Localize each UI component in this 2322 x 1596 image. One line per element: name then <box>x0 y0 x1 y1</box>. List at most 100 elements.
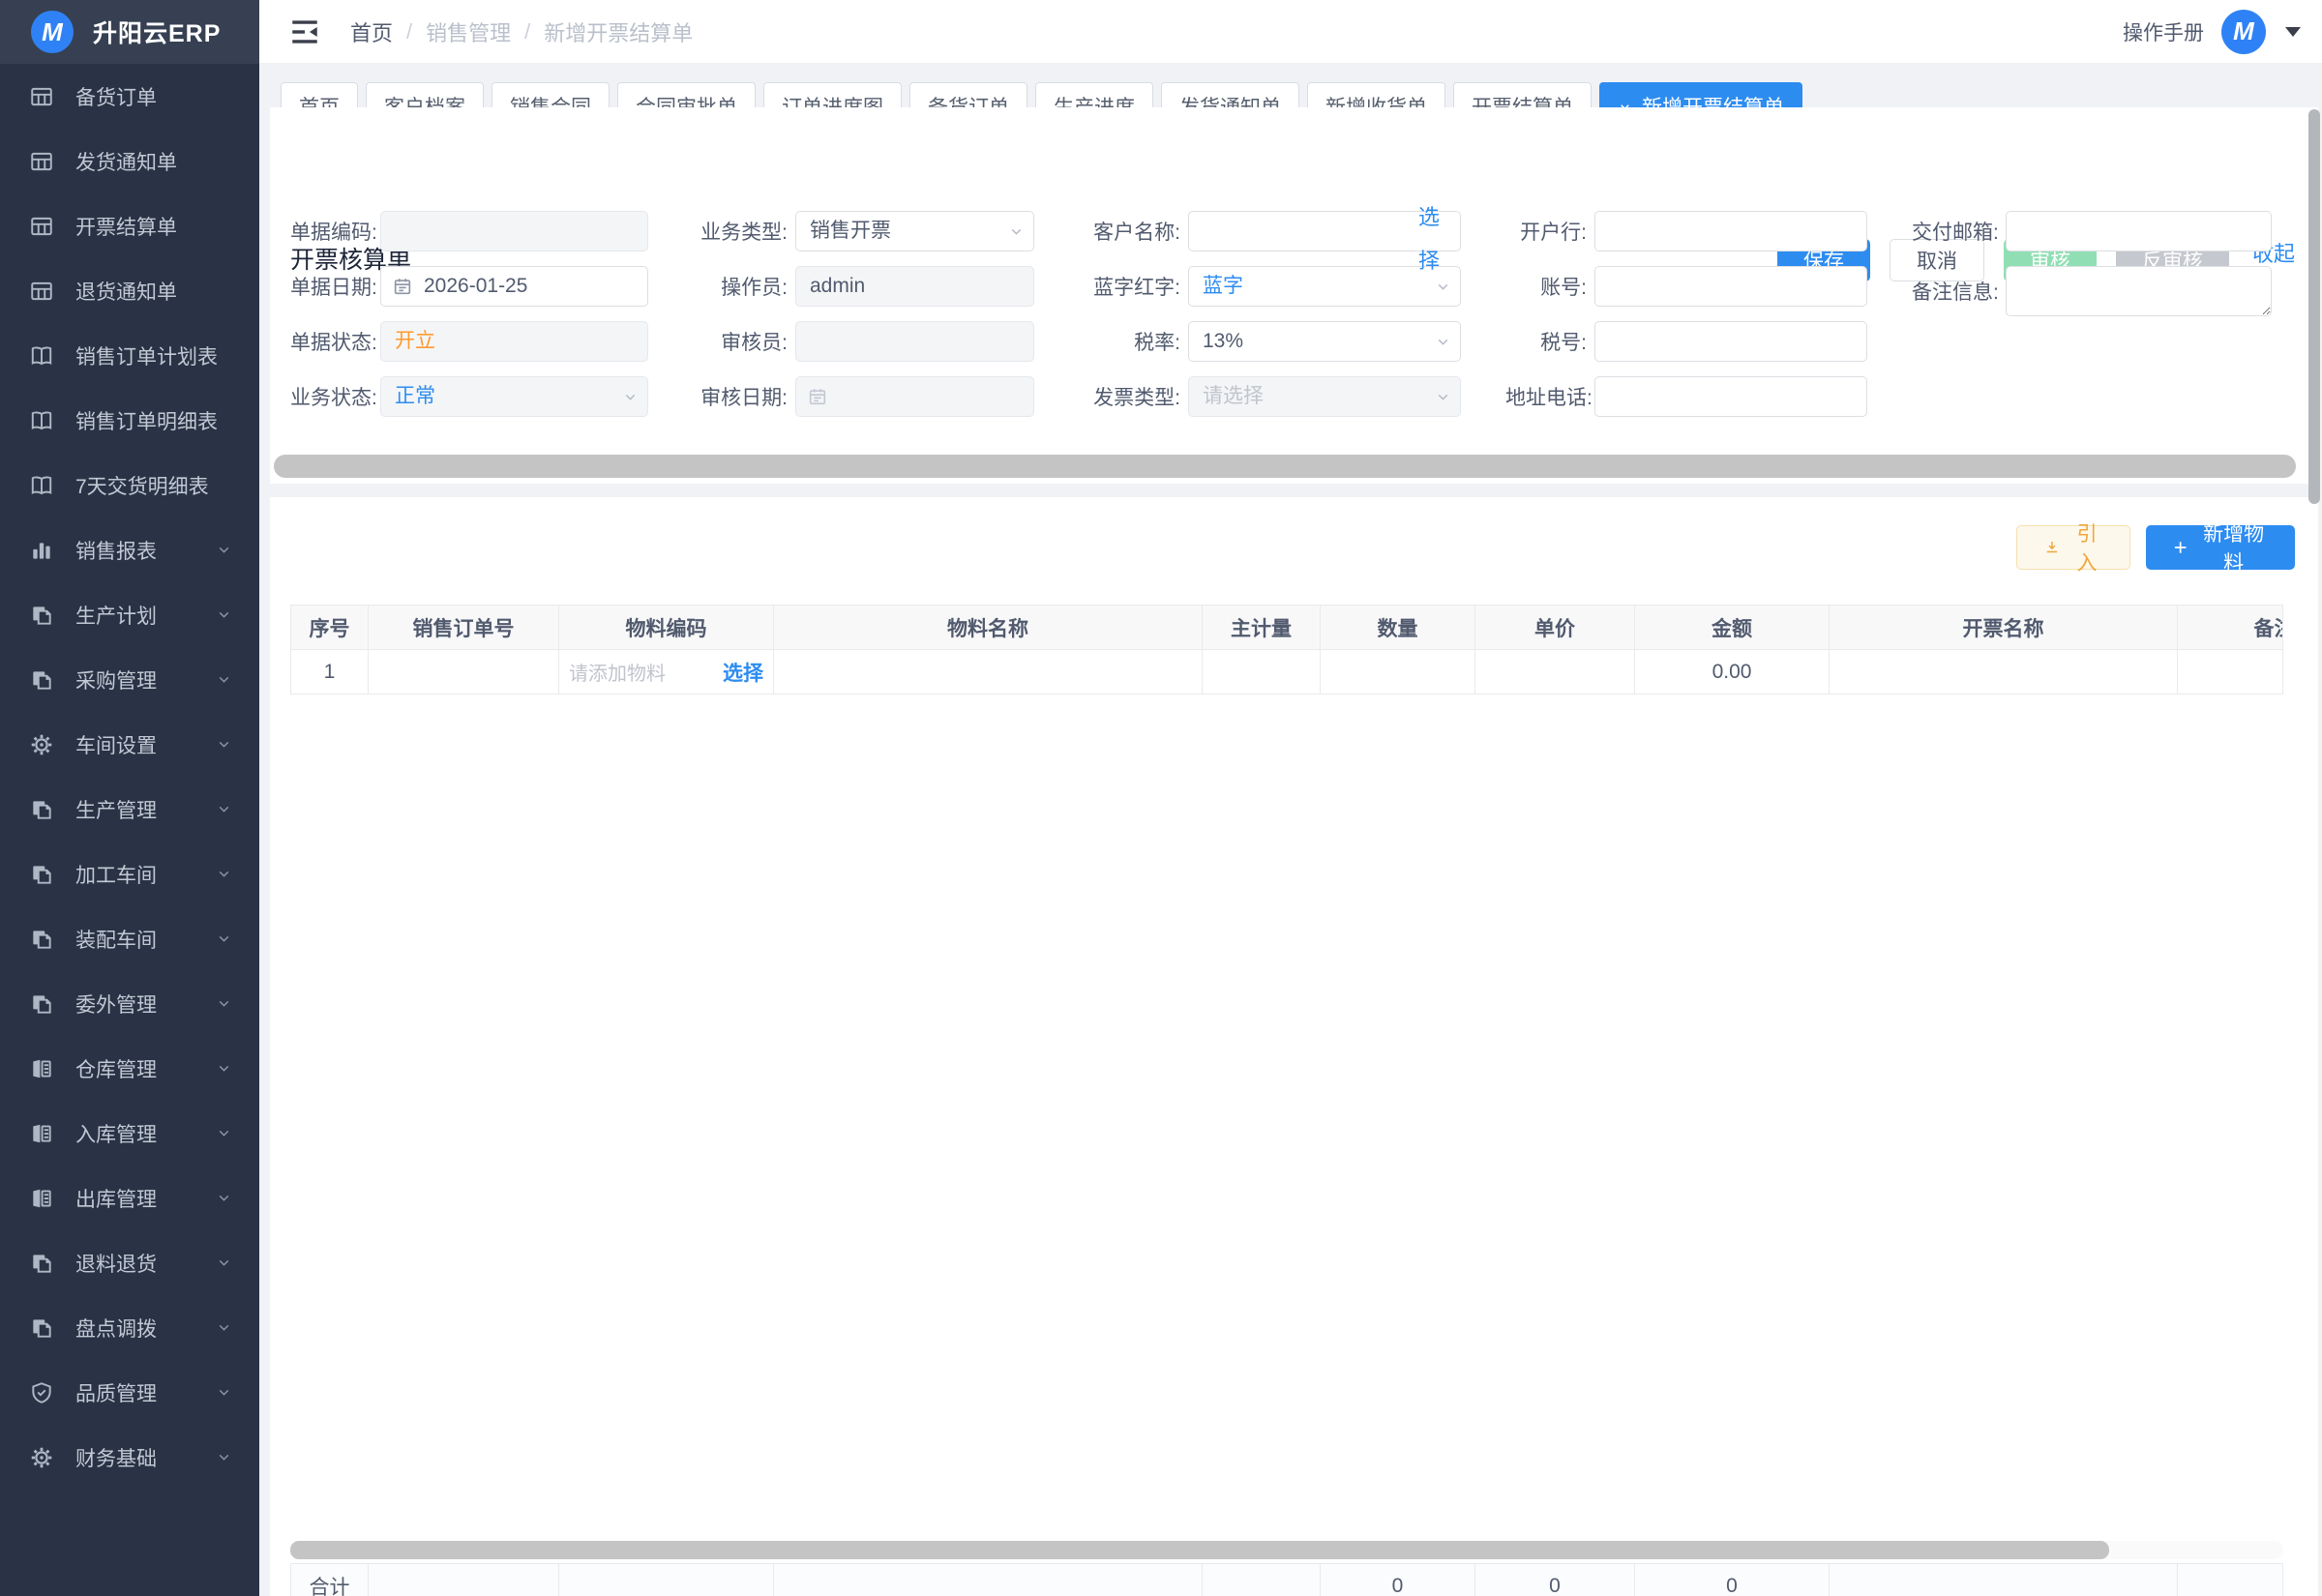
remark-textarea[interactable] <box>2006 266 2272 316</box>
field-biz-status: 业务状态: 正常 <box>290 376 648 417</box>
topbar: 首页 / 销售管理 / 新增开票结算单 操作手册 M <box>259 0 2322 64</box>
sidebar-item-finance-basic[interactable]: 财务基础 <box>0 1425 259 1490</box>
sidebar-item-sales-order-detail[interactable]: 销售订单明细表 <box>0 388 259 453</box>
sidebar-item-purchasing[interactable]: 采购管理 <box>0 647 259 712</box>
field-label: 蓝字红字: <box>1093 277 1180 299</box>
select-char: 选 <box>1417 205 1440 229</box>
warehouse-icon <box>29 1121 54 1146</box>
sidebar-item-sales-report[interactable]: 销售报表 <box>0 517 259 582</box>
auditor-input[interactable] <box>795 321 1034 362</box>
sidebar-item-outbound[interactable]: 出库管理 <box>0 1166 259 1230</box>
addr-phone-input[interactable] <box>1594 376 1867 417</box>
sidebar-item-inventory-transfer[interactable]: 盘点调拨 <box>0 1295 259 1360</box>
sidebar-item-label: 加工车间 <box>75 864 157 887</box>
chevron-down-icon <box>216 1449 232 1465</box>
sidebar-item-7day-delivery[interactable]: 7天交货明细表 <box>0 453 259 517</box>
email-input[interactable] <box>2006 211 2272 251</box>
tab-production-progress[interactable]: 生产进度 <box>1035 82 1153 107</box>
material-select-link[interactable]: 选择 <box>723 662 763 685</box>
add-material-button[interactable]: 新增物料 <box>2146 523 2295 575</box>
page-vertical-scrollbar[interactable] <box>2308 109 2320 504</box>
collapse-menu-icon[interactable] <box>288 15 321 48</box>
sidebar-item-inbound[interactable]: 入库管理 <box>0 1101 259 1166</box>
tab-sales-contract[interactable]: 销售合同 <box>491 82 610 107</box>
copy-icon <box>29 667 54 693</box>
tab-new-receipt[interactable]: 新增收货单 <box>1307 82 1445 107</box>
doc-status-display: 开立 <box>380 321 648 362</box>
app-title: 升阳云ERP <box>93 20 222 47</box>
user-avatar[interactable]: M <box>2221 9 2266 54</box>
sidebar-item-label: 销售报表 <box>75 540 157 563</box>
material-info-card: 物料信息 引入 新增物料 序号 销售订单号 物料编码 物 <box>270 497 2318 1596</box>
field-audit-date: 审核日期: <box>687 376 1034 417</box>
sidebar-item-workshop-settings[interactable]: 车间设置 <box>0 712 259 777</box>
sidebar-item-material-return[interactable]: 退料退货 <box>0 1230 259 1295</box>
cell-material-name <box>773 649 1203 695</box>
import-button[interactable]: 引入 <box>2016 523 2130 575</box>
cell-qty[interactable] <box>1320 649 1475 695</box>
tab-home[interactable]: 首页 <box>281 82 358 107</box>
material-code-placeholder: 请添加物料 <box>569 664 666 685</box>
tab-order-progress[interactable]: 订单进度图 <box>763 82 902 107</box>
sidebar-item-sales-order-plan[interactable]: 销售订单计划表 <box>0 323 259 388</box>
invoice-type-select[interactable]: 请选择 <box>1188 376 1461 417</box>
sidebar-item-label: 7天交货明细表 <box>75 475 209 498</box>
billing-form: 单据编码: 业务类型: 销售开票 客户名称: 选 择 开户行: <box>290 205 2298 431</box>
chevron-down-icon <box>216 1060 232 1077</box>
col-sales-order-no: 销售订单号 <box>368 605 559 650</box>
tab-label: 销售合同 <box>510 83 591 107</box>
biz-type-select[interactable]: 销售开票 <box>795 211 1034 251</box>
sidebar-item-production-mgmt[interactable]: 生产管理 <box>0 777 259 842</box>
bank-input[interactable] <box>1594 211 1867 251</box>
sidebar-item-quality[interactable]: 品质管理 <box>0 1360 259 1425</box>
summary-cell <box>773 1563 1203 1596</box>
summary-cell <box>558 1563 774 1596</box>
manual-link[interactable]: 操作手册 <box>2123 21 2204 44</box>
sidebar-item-invoice-settlement[interactable]: 开票结算单 <box>0 193 259 258</box>
tab-customer-files[interactable]: 客户档案 <box>366 82 484 107</box>
sidebar-item-warehouse[interactable]: 仓库管理 <box>0 1036 259 1101</box>
doc-date-picker[interactable]: 2026-01-25 <box>380 266 648 307</box>
sidebar-item-processing-workshop[interactable]: 加工车间 <box>0 842 259 906</box>
user-menu-caret-icon[interactable] <box>2285 26 2301 37</box>
tab-label: 合同审批单 <box>636 83 737 107</box>
tab-stock-order[interactable]: 备货订单 <box>909 82 1027 107</box>
cancel-button[interactable]: 取消 <box>1889 239 1984 281</box>
app-logo-row: M 升阳云ERP <box>0 0 259 64</box>
sidebar-item-outsourcing[interactable]: 委外管理 <box>0 971 259 1036</box>
sidebar-item-stock-order[interactable]: 备货订单 <box>0 64 259 129</box>
operator-input[interactable] <box>795 266 1034 307</box>
breadcrumb-sales-mgmt: 销售管理 <box>426 20 512 45</box>
chevron-down-icon <box>216 931 232 947</box>
blue-red-select[interactable]: 蓝字 <box>1188 266 1461 307</box>
doc-code-input[interactable] <box>380 211 648 251</box>
form-horizontal-scrollbar[interactable] <box>274 455 2296 478</box>
field-tax-no: 税号: <box>1505 321 1867 362</box>
table-horizontal-scrollbar[interactable] <box>290 1541 2109 1559</box>
sidebar-item-assembly-workshop[interactable]: 装配车间 <box>0 906 259 971</box>
billing-card-header: 开票核算单 保存 取消 审核 反审核 收起 <box>270 107 2318 281</box>
sidebar-item-return-notice[interactable]: 退货通知单 <box>0 258 259 323</box>
tab-new-invoice-settlement[interactable]: 新增开票结算单 <box>1599 82 1802 107</box>
tax-no-input[interactable] <box>1594 321 1867 362</box>
cell-price[interactable] <box>1474 649 1635 695</box>
account-input[interactable] <box>1594 266 1867 307</box>
customer-select-button[interactable]: 选 择 <box>1416 195 1442 282</box>
tab-delivery-notice[interactable]: 发货通知单 <box>1161 82 1299 107</box>
billing-settlement-card: 开票核算单 保存 取消 审核 反审核 收起 单据编码: 业务类型: 销售开票 客… <box>270 107 2318 484</box>
table-icon <box>29 84 54 109</box>
field-label: 业务类型: <box>700 222 788 244</box>
chevron-down-icon <box>622 389 639 405</box>
breadcrumb-home[interactable]: 首页 <box>350 20 394 45</box>
biz-status-select[interactable]: 正常 <box>380 376 648 417</box>
tab-invoice-settlement[interactable]: 开票结算单 <box>1453 82 1592 107</box>
customer-name-input[interactable] <box>1188 211 1461 251</box>
audit-date-picker[interactable] <box>795 376 1034 417</box>
tax-rate-select[interactable]: 13% <box>1188 321 1461 362</box>
field-doc-date: 单据日期: 2026-01-25 <box>290 266 648 307</box>
tab-contract-approval[interactable]: 合同审批单 <box>617 82 756 107</box>
col-remark: 备注 <box>2177 605 2282 650</box>
sidebar-item-production-plan[interactable]: 生产计划 <box>0 582 259 647</box>
breadcrumb-separator: / <box>524 18 531 44</box>
sidebar-item-delivery-notice[interactable]: 发货通知单 <box>0 129 259 193</box>
